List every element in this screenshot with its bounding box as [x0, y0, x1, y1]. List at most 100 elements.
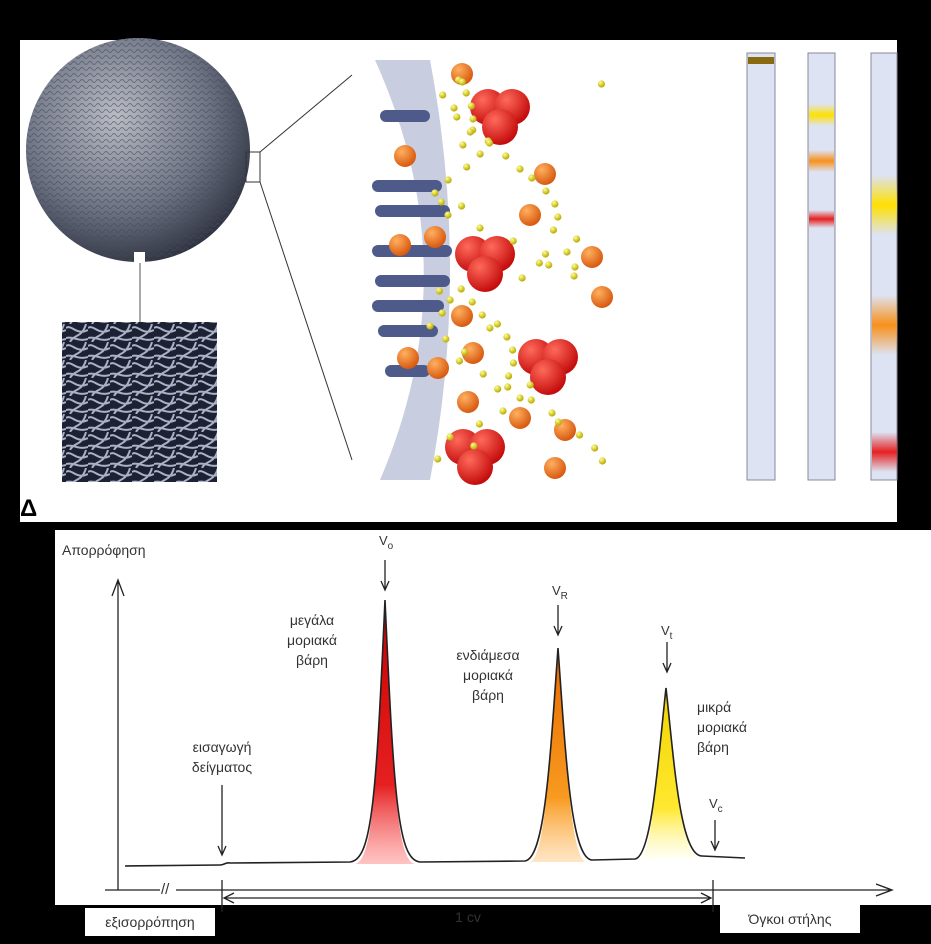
zoom-line	[259, 181, 353, 461]
small-molecule	[493, 320, 501, 328]
large-molecule	[482, 109, 518, 145]
band	[748, 57, 774, 64]
strip	[378, 325, 438, 337]
panel-label: Δ	[20, 495, 37, 522]
small-molecule	[551, 200, 559, 208]
small-molecule	[426, 322, 434, 330]
label-bg	[720, 905, 860, 933]
illustration-panel: Δ	[20, 38, 898, 522]
small-molecule	[575, 431, 584, 439]
small-molecule	[444, 176, 452, 184]
small-molecule	[597, 80, 606, 88]
medium-molecule	[457, 391, 479, 413]
small-molecule	[431, 189, 439, 197]
medium-molecule	[451, 305, 473, 327]
large-molecule	[530, 359, 566, 395]
label-bg	[85, 908, 215, 936]
small-molecule	[554, 213, 562, 221]
small-molecule	[457, 285, 465, 293]
small-molecule	[476, 224, 484, 232]
small-molecule	[458, 78, 466, 86]
strip	[375, 275, 450, 287]
x-axis-label: Όγκοι στήλης	[748, 911, 832, 927]
small-molecule	[434, 455, 442, 463]
marker-symbol: V	[709, 796, 718, 811]
trace	[124, 599, 746, 867]
strip	[385, 365, 430, 377]
small-molecule	[591, 444, 599, 452]
annotation-line: μεγάλα	[290, 612, 334, 628]
small-molecule	[469, 115, 477, 123]
marker-symbol: V	[661, 623, 670, 638]
marker-symbol: V	[379, 533, 388, 548]
sem-image	[62, 322, 217, 482]
strip	[372, 300, 444, 312]
band	[809, 210, 834, 228]
small-molecule	[438, 309, 446, 317]
marker-symbol: V	[552, 583, 561, 598]
arrow	[217, 785, 227, 857]
bead-texture	[26, 38, 250, 262]
annotation-line: βάρη	[472, 687, 504, 703]
small-molecule	[494, 385, 502, 393]
small-molecule	[516, 165, 524, 173]
medium-molecule	[427, 357, 449, 379]
small-molecule	[528, 174, 536, 182]
columns	[746, 52, 898, 481]
small-molecule	[545, 261, 553, 269]
zoom-line	[259, 74, 353, 153]
span-label: 1 cv	[455, 909, 481, 925]
small-molecule	[444, 211, 452, 219]
axis-break: //	[161, 881, 170, 898]
strip	[372, 180, 442, 192]
small-molecule	[439, 91, 447, 99]
particles	[389, 63, 613, 485]
annotation-line: μικρά	[697, 699, 731, 715]
peak	[640, 688, 700, 860]
small-molecule	[509, 237, 517, 245]
small-molecule	[442, 335, 450, 343]
small-molecule	[542, 187, 550, 195]
annotation-line: βάρη	[697, 739, 729, 755]
annotation-line: μοριακά	[463, 667, 513, 683]
small-molecule	[470, 442, 478, 450]
y-axis-label: Απορρόφηση	[62, 542, 146, 558]
small-molecule	[459, 141, 467, 149]
marker-subscript: R	[561, 591, 568, 602]
marker-subscript: o	[388, 541, 394, 552]
small-molecule	[508, 346, 517, 354]
pore-strips	[372, 110, 452, 377]
small-molecule	[509, 359, 517, 367]
medium-molecule	[394, 145, 416, 167]
x-start-label: εξισορρόπηση	[105, 914, 194, 930]
annotation-line: μοριακά	[697, 719, 747, 735]
chromatogram: Απορρόφηση // 1 cv εξισορρόπηση Όγκοι στ…	[55, 530, 931, 936]
small-molecule	[455, 357, 463, 365]
small-molecule	[563, 248, 571, 256]
inset-marker	[134, 252, 145, 263]
large-molecule	[457, 449, 493, 485]
small-molecule	[571, 263, 579, 271]
marker-label: Vo	[379, 533, 394, 552]
medium-molecule	[544, 457, 566, 479]
annotation-line: βάρη	[296, 652, 328, 668]
strip	[380, 110, 430, 122]
strip	[375, 205, 450, 217]
marker-label: Vt	[661, 623, 673, 642]
peak	[355, 600, 415, 864]
small-molecule	[527, 396, 535, 404]
band	[872, 175, 897, 235]
small-molecule	[476, 150, 484, 158]
small-molecule	[541, 250, 550, 258]
marker-label: Vc	[709, 796, 723, 815]
marker-subscript: t	[670, 631, 673, 642]
band	[872, 432, 897, 472]
arrow	[553, 605, 563, 637]
medium-molecule	[581, 246, 603, 268]
large-molecule	[467, 256, 503, 292]
medium-molecule	[519, 204, 541, 226]
small-molecule	[478, 311, 486, 319]
small-molecule	[549, 226, 558, 234]
arrow	[380, 560, 390, 592]
band	[872, 295, 897, 355]
